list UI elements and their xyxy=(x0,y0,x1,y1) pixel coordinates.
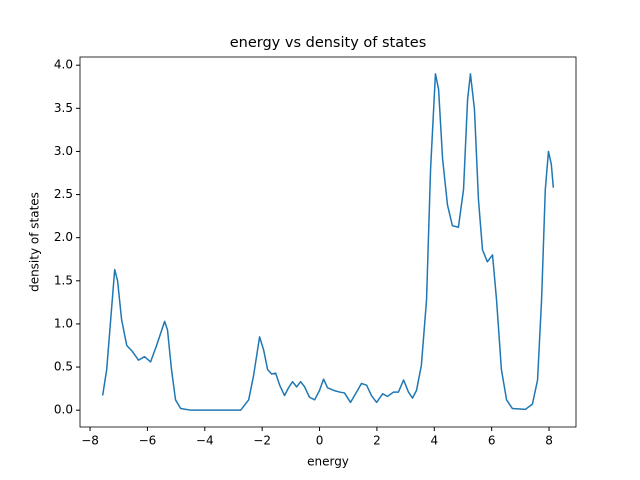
x-tick-label: 0 xyxy=(316,434,324,448)
x-tick-label: −6 xyxy=(139,434,157,448)
y-tick-label: 2.0 xyxy=(54,230,73,244)
y-tick-label: 2.5 xyxy=(54,187,73,201)
y-axis-label: density of states xyxy=(28,192,42,292)
y-tick-label: 3.0 xyxy=(54,144,73,158)
plot-frame xyxy=(79,56,577,428)
x-tick-label: 8 xyxy=(545,434,553,448)
y-tick-label: 0.5 xyxy=(54,360,73,374)
y-tick-label: 3.5 xyxy=(54,101,73,115)
x-axis-label: energy xyxy=(307,455,349,469)
x-tick-label: 6 xyxy=(488,434,496,448)
y-tick-label: 4.0 xyxy=(54,58,73,72)
x-tick-label: −2 xyxy=(253,434,271,448)
chart-title: energy vs density of states xyxy=(230,35,427,51)
x-tick-label: 4 xyxy=(430,434,438,448)
x-tick-label: 2 xyxy=(373,434,381,448)
line-series xyxy=(101,73,555,411)
y-tick-label: 1.5 xyxy=(54,273,73,287)
x-tick-label: −4 xyxy=(196,434,214,448)
y-tick-label: 0.0 xyxy=(54,403,73,417)
x-tick-label: −8 xyxy=(81,434,99,448)
y-tick-label: 1.0 xyxy=(54,316,73,330)
